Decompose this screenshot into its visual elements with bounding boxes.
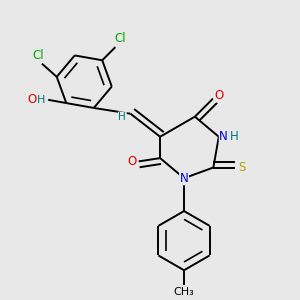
Text: Cl: Cl [115, 32, 126, 45]
Text: O: O [28, 93, 37, 106]
Text: N: N [180, 172, 188, 185]
Text: S: S [238, 161, 246, 174]
Text: CH₃: CH₃ [174, 287, 194, 297]
Text: N: N [219, 130, 228, 143]
Text: O: O [127, 155, 136, 168]
Text: H: H [230, 130, 239, 143]
Text: H: H [118, 112, 126, 122]
Text: O: O [214, 89, 224, 102]
Text: H: H [37, 95, 45, 105]
Text: Cl: Cl [33, 49, 44, 62]
